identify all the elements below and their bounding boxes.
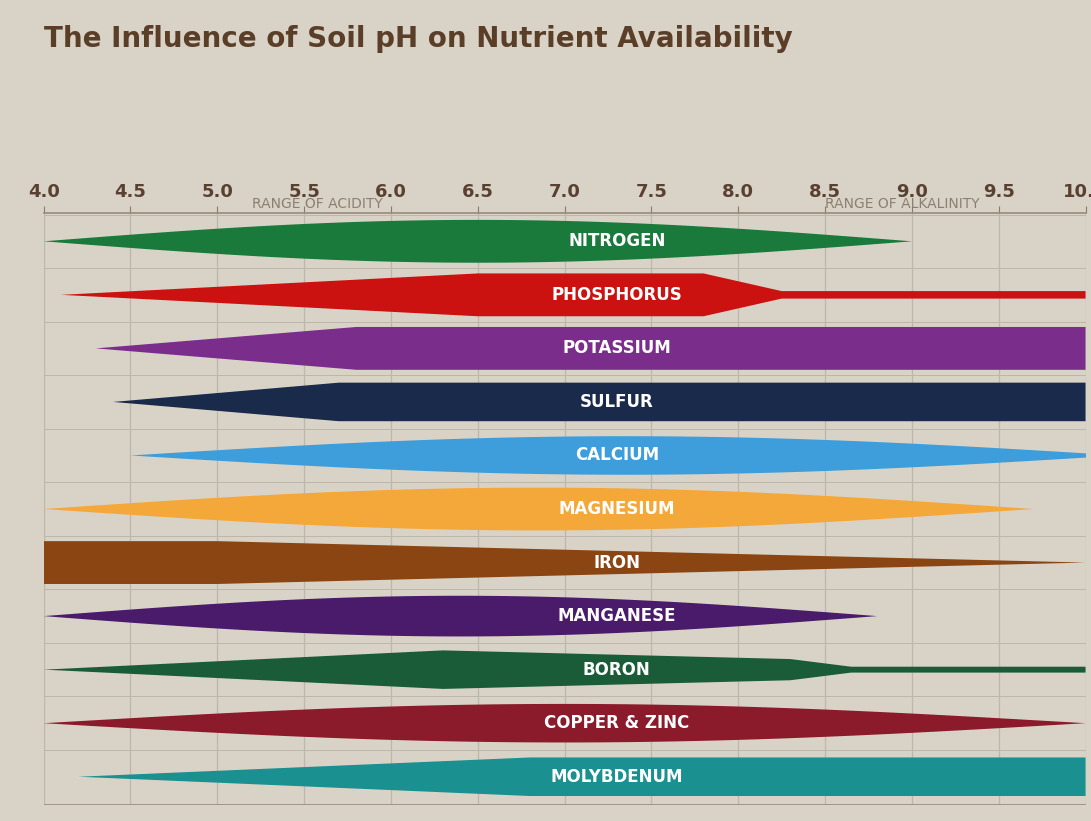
Text: The Influence of Soil pH on Nutrient Availability: The Influence of Soil pH on Nutrient Ava… <box>44 25 792 53</box>
Text: POTASSIUM: POTASSIUM <box>562 339 671 357</box>
Polygon shape <box>131 436 1091 475</box>
Polygon shape <box>61 273 1086 316</box>
Text: RANGE OF ALKALINITY: RANGE OF ALKALINITY <box>825 197 980 211</box>
Text: NITROGEN: NITROGEN <box>568 232 666 250</box>
Polygon shape <box>44 541 1086 584</box>
Text: SULFUR: SULFUR <box>579 393 654 411</box>
Text: MOLYBDENUM: MOLYBDENUM <box>551 768 683 786</box>
Polygon shape <box>44 650 1086 689</box>
Text: CALCIUM: CALCIUM <box>575 447 659 465</box>
Text: RANGE OF ACIDITY: RANGE OF ACIDITY <box>252 197 383 211</box>
Polygon shape <box>44 704 1086 742</box>
Polygon shape <box>113 383 1086 421</box>
Polygon shape <box>44 596 877 636</box>
Text: MAGNESIUM: MAGNESIUM <box>559 500 675 518</box>
Polygon shape <box>44 220 912 263</box>
Polygon shape <box>44 488 1033 530</box>
Text: MANGANESE: MANGANESE <box>558 607 676 625</box>
Text: PHOSPHORUS: PHOSPHORUS <box>551 286 682 304</box>
Text: COPPER & ZINC: COPPER & ZINC <box>544 714 690 732</box>
Text: BORON: BORON <box>583 661 650 679</box>
Text: IRON: IRON <box>594 553 640 571</box>
Polygon shape <box>96 327 1086 369</box>
Polygon shape <box>79 758 1086 796</box>
